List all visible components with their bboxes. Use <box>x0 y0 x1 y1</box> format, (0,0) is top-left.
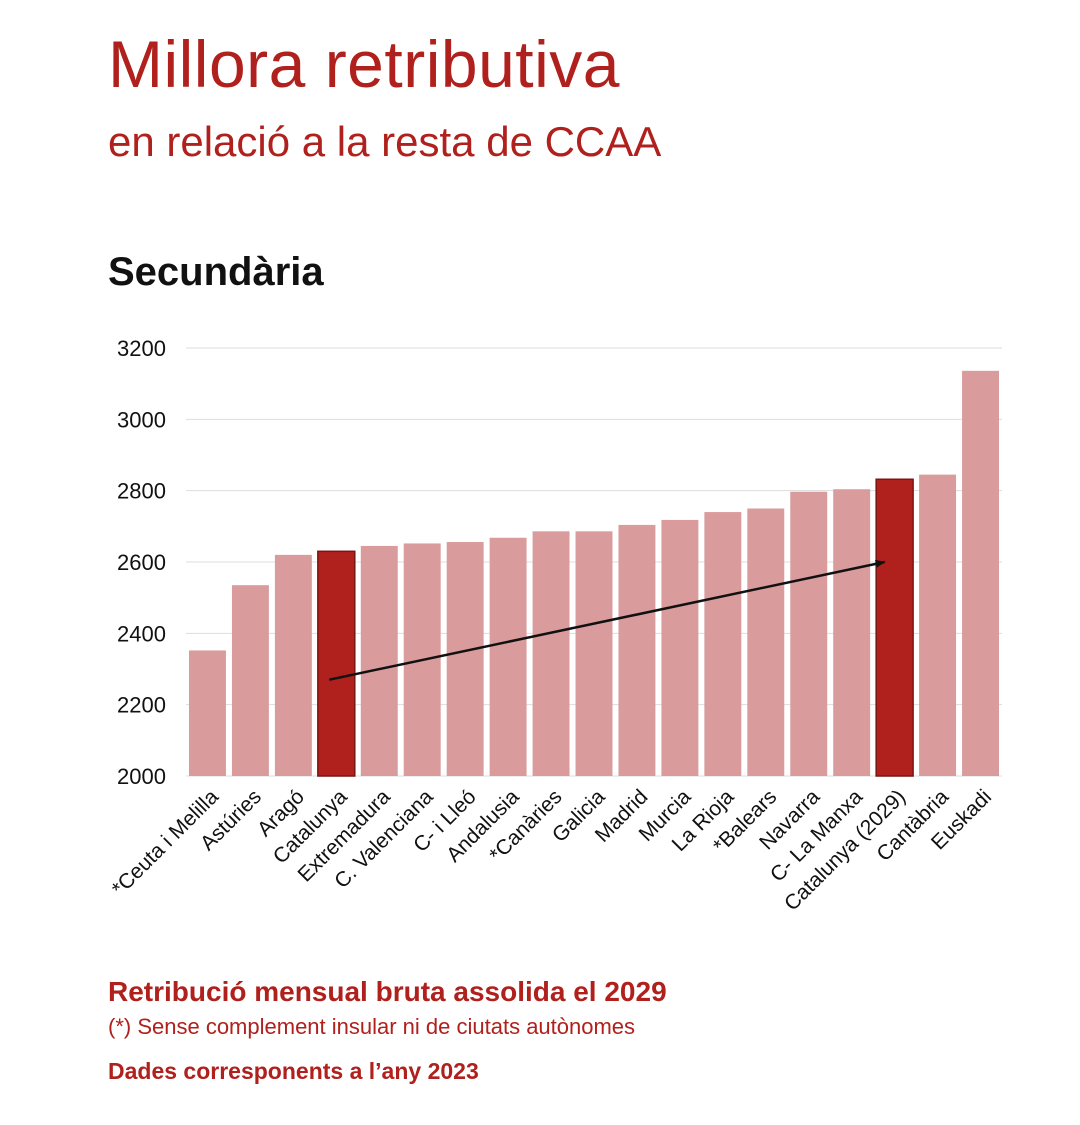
page-title: Millora retributiva <box>108 27 620 101</box>
bar <box>360 545 398 776</box>
bar <box>704 512 742 776</box>
bar-highlight <box>317 550 356 777</box>
y-tick-label: 2400 <box>117 621 166 646</box>
bar <box>833 489 871 776</box>
bar <box>231 585 269 776</box>
bar <box>274 554 312 776</box>
footnote-main: Retribució mensual bruta assolida el 202… <box>108 976 667 1007</box>
y-tick-label: 2200 <box>117 693 166 718</box>
page-subtitle: en relació a la resta de CCAA <box>108 118 662 165</box>
bar <box>575 531 613 776</box>
bar <box>189 650 226 776</box>
bar <box>919 474 957 776</box>
bar <box>962 370 999 776</box>
bar <box>790 491 828 776</box>
bar <box>661 519 699 776</box>
bar <box>489 537 527 776</box>
bar <box>532 531 570 776</box>
footnote-data-year: Dades corresponents a l’any 2023 <box>108 1058 479 1084</box>
y-tick-label: 2600 <box>117 550 166 575</box>
footnote-asterisk: (*) Sense complement insular ni de ciuta… <box>108 1014 636 1039</box>
bar <box>747 508 785 776</box>
chart-title: Secundària <box>108 250 324 294</box>
y-tick-label: 3000 <box>117 407 166 432</box>
bar <box>618 524 656 776</box>
bar <box>446 542 484 776</box>
bar-highlight <box>875 478 914 777</box>
y-tick-label: 2000 <box>117 764 166 789</box>
y-tick-label: 2800 <box>117 479 166 504</box>
y-tick-label: 3200 <box>117 336 166 361</box>
trend-arrow <box>329 559 886 681</box>
